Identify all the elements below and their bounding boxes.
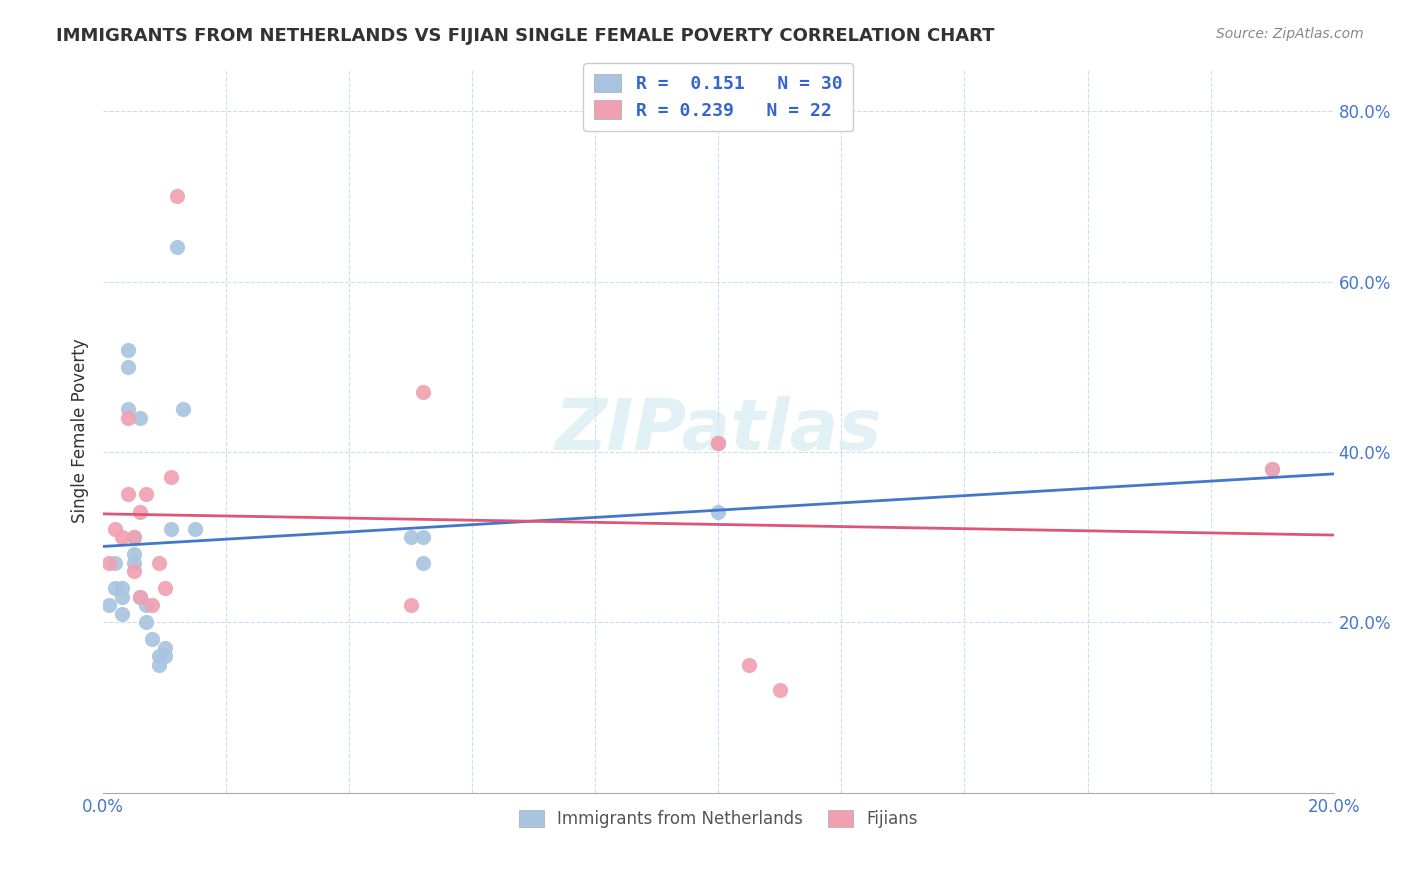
Point — [141, 632, 163, 647]
Point — [738, 657, 761, 672]
Point — [117, 343, 139, 357]
Point — [153, 581, 176, 595]
Text: ZIPatlas: ZIPatlas — [555, 396, 882, 465]
Point — [135, 599, 157, 613]
Point — [148, 649, 170, 664]
Point — [129, 504, 152, 518]
Point — [110, 530, 132, 544]
Point — [110, 607, 132, 621]
Point — [122, 547, 145, 561]
Point — [148, 657, 170, 672]
Point — [117, 410, 139, 425]
Text: Source: ZipAtlas.com: Source: ZipAtlas.com — [1216, 27, 1364, 41]
Point — [122, 564, 145, 578]
Point — [166, 189, 188, 203]
Point — [141, 599, 163, 613]
Point — [412, 556, 434, 570]
Point — [1261, 462, 1284, 476]
Point — [153, 649, 176, 664]
Point — [148, 556, 170, 570]
Point — [399, 530, 422, 544]
Legend: Immigrants from Netherlands, Fijians: Immigrants from Netherlands, Fijians — [512, 804, 925, 835]
Point — [707, 504, 730, 518]
Text: IMMIGRANTS FROM NETHERLANDS VS FIJIAN SINGLE FEMALE POVERTY CORRELATION CHART: IMMIGRANTS FROM NETHERLANDS VS FIJIAN SI… — [56, 27, 994, 45]
Point — [122, 530, 145, 544]
Point — [98, 599, 121, 613]
Point — [104, 581, 127, 595]
Point — [399, 599, 422, 613]
Point — [166, 240, 188, 254]
Point — [104, 522, 127, 536]
Point — [172, 402, 194, 417]
Point — [135, 487, 157, 501]
Point — [117, 487, 139, 501]
Point — [122, 530, 145, 544]
Point — [184, 522, 207, 536]
Point — [117, 359, 139, 374]
Point — [104, 556, 127, 570]
Point — [110, 590, 132, 604]
Y-axis label: Single Female Poverty: Single Female Poverty — [72, 338, 89, 523]
Point — [117, 402, 139, 417]
Point — [129, 590, 152, 604]
Point — [110, 581, 132, 595]
Point — [707, 436, 730, 450]
Point — [159, 470, 181, 484]
Point — [135, 615, 157, 630]
Point — [707, 436, 730, 450]
Point — [769, 683, 792, 698]
Point — [412, 385, 434, 400]
Point — [122, 556, 145, 570]
Point — [159, 522, 181, 536]
Point — [153, 640, 176, 655]
Point — [129, 410, 152, 425]
Point — [1261, 462, 1284, 476]
Point — [412, 530, 434, 544]
Point — [98, 556, 121, 570]
Point — [129, 590, 152, 604]
